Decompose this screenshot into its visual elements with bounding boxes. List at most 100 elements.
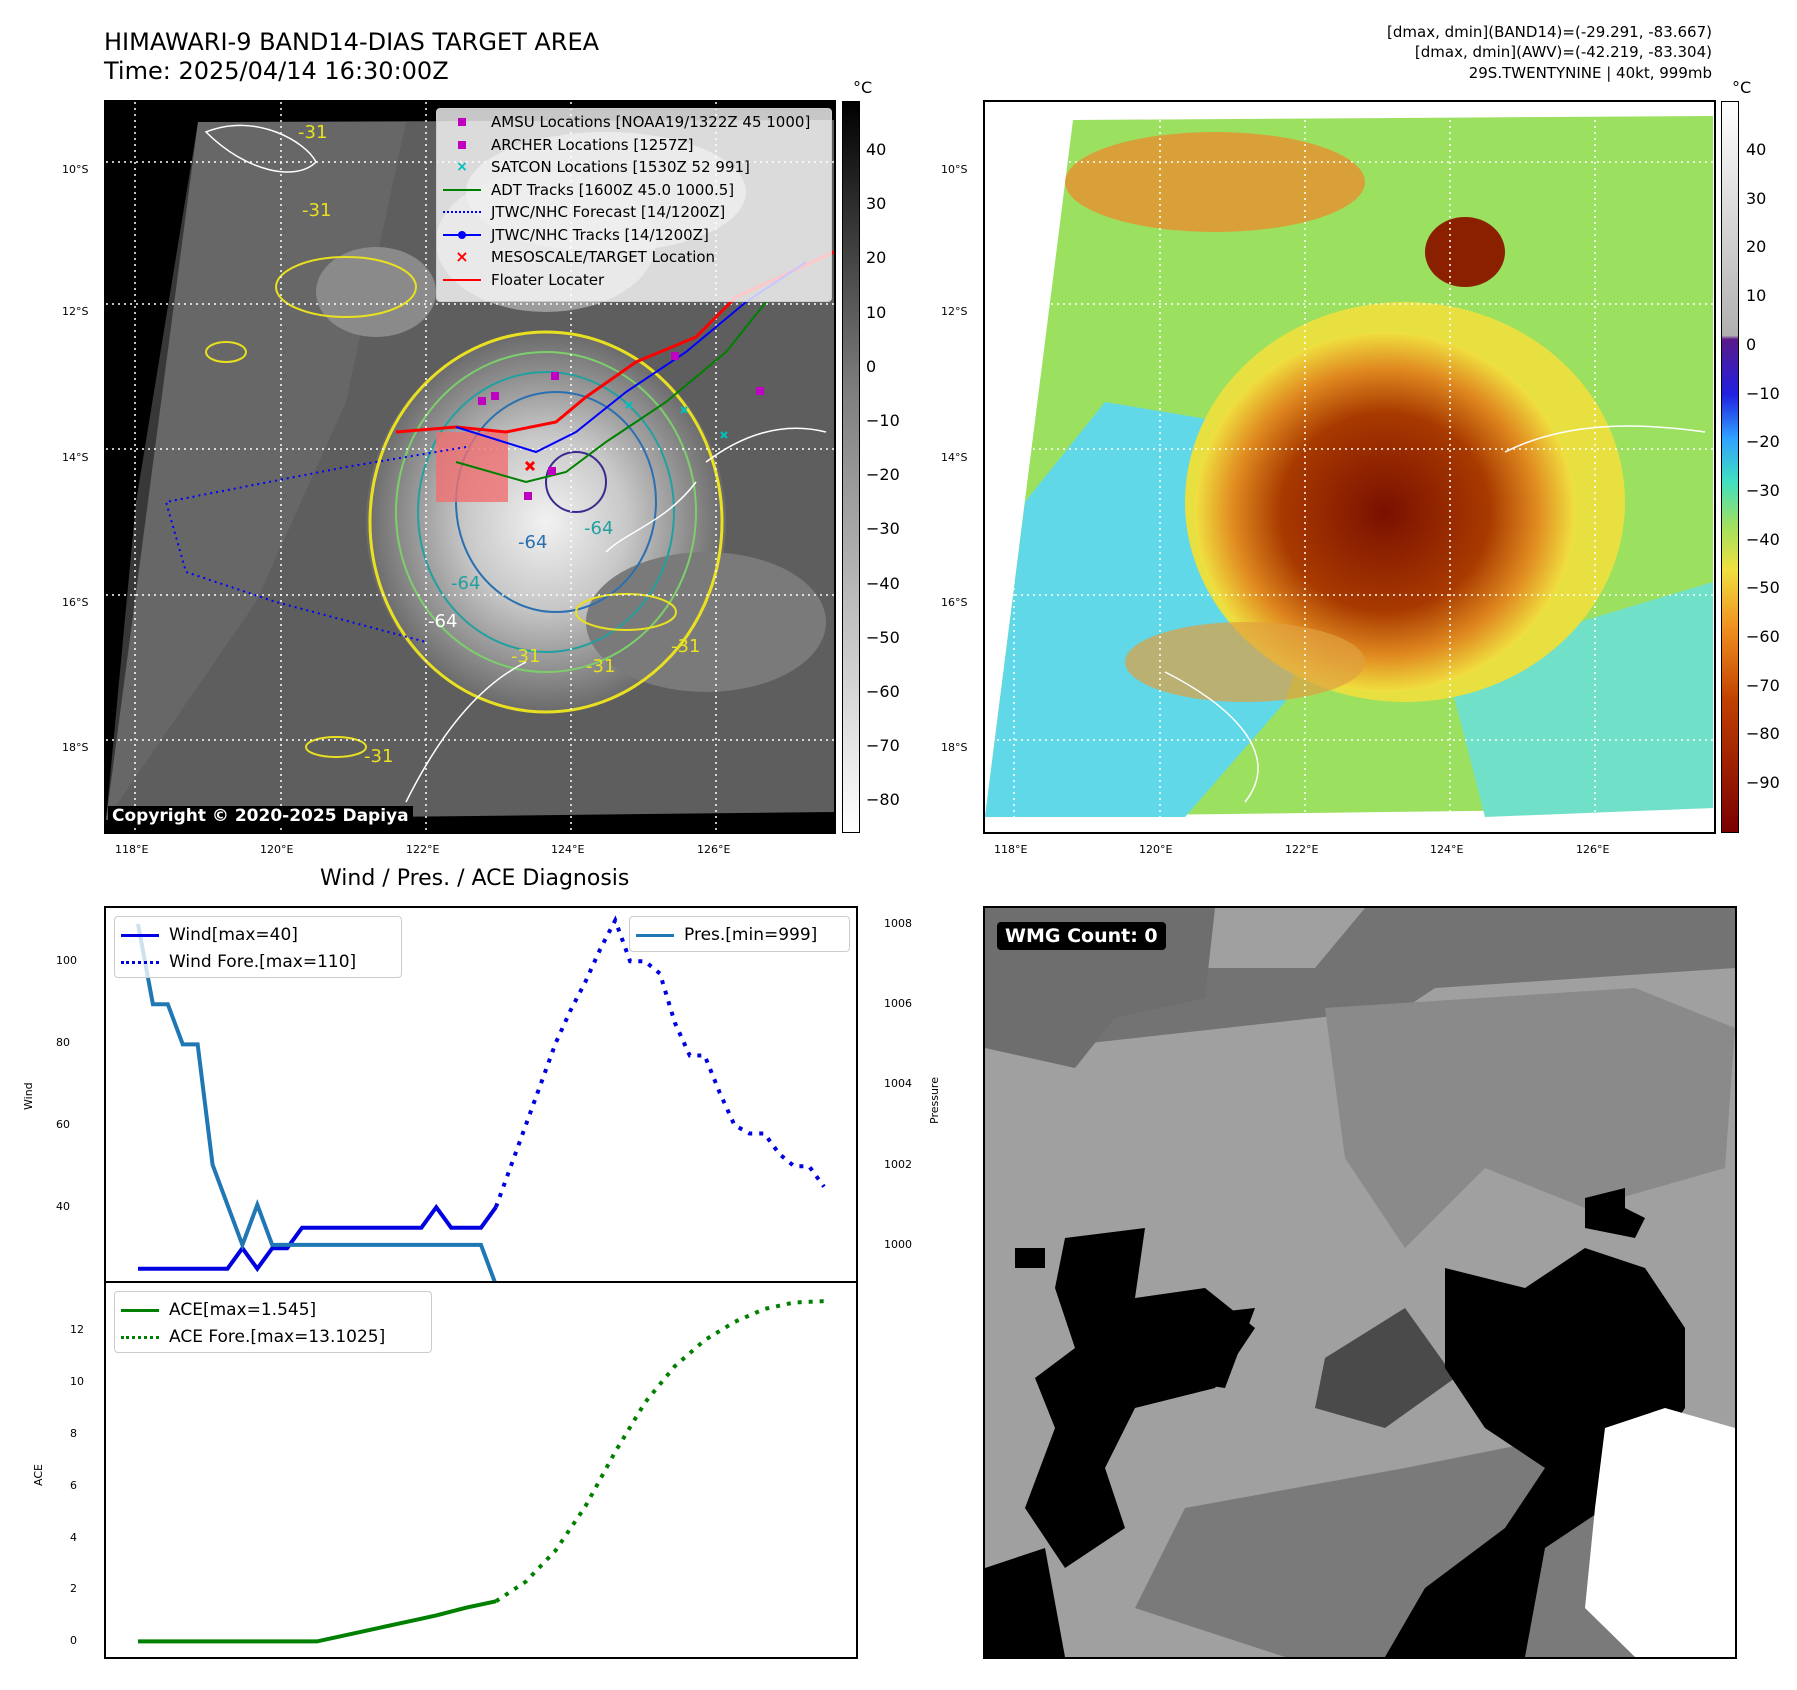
colorbar-tick: −60 xyxy=(866,682,900,701)
wind-legend-label: Wind[max=40] xyxy=(169,924,298,945)
wind-axis-label: Wind xyxy=(22,1082,35,1110)
wmg-count-badge: WMG Count: 0 xyxy=(997,922,1166,950)
pressure-tick: 1004 xyxy=(884,1077,912,1091)
colorbar-tick: 30 xyxy=(1746,188,1767,208)
wmg-panel: WMG Count: 0 xyxy=(983,906,1737,1659)
legend-item-tracks: JTWC/NHC Tracks [14/1200Z] xyxy=(437,224,831,247)
wind-tick: 60 xyxy=(56,1118,70,1132)
legend-item-satcon: × SATCON Locations [1530Z 52 991] xyxy=(456,158,750,177)
ace-legend-label: ACE[max=1.545] xyxy=(169,1299,317,1320)
colorbar-tick: 10 xyxy=(866,302,887,322)
colorbar-tick: −10 xyxy=(866,411,900,430)
map-legend: AMSU Locations [NOAA19/1322Z 45 1000] AR… xyxy=(436,108,832,302)
legend-item-adt: ADT Tracks [1600Z 45.0 1000.5] xyxy=(437,179,831,202)
colorbar-tick: −40 xyxy=(1746,529,1780,549)
pressure-line xyxy=(136,923,497,1281)
colorbar-tick: 20 xyxy=(866,248,887,268)
awv-map xyxy=(985,102,1714,832)
contour-label: -64 xyxy=(451,573,480,594)
lat-label: 12°S xyxy=(62,305,89,318)
pressure-tick: 1008 xyxy=(884,917,912,931)
info-band14: [dmax, dmin](BAND14)=(-29.291, -83.667) xyxy=(1387,23,1712,41)
copyright-label: Copyright © 2020-2025 Dapiya xyxy=(108,806,413,826)
wind-forecast-legend-label: Wind Fore.[max=110] xyxy=(169,951,357,972)
ace-tick: 0 xyxy=(70,1634,77,1648)
colorbar-tick: −70 xyxy=(1746,675,1780,695)
colorbar-tick: −50 xyxy=(1746,578,1780,598)
lon-label: 122°E xyxy=(406,843,440,856)
chart-time: Time: 2025/04/14 16:30:00Z xyxy=(104,57,449,85)
lon-label: 126°E xyxy=(697,843,731,856)
lon-label: 120°E xyxy=(1139,843,1173,856)
lat-label: 14°S xyxy=(941,451,968,464)
lat-label: 16°S xyxy=(62,596,89,609)
ace-tick: 4 xyxy=(70,1530,77,1544)
lon-label: 118°E xyxy=(115,843,149,856)
ace-forecast-line xyxy=(494,1299,825,1603)
colorbar-tick: 40 xyxy=(866,140,887,159)
wind-tick: 80 xyxy=(56,1036,70,1050)
lon-label: 122°E xyxy=(1285,843,1319,856)
lat-label: 10°S xyxy=(62,163,89,176)
diagnosis-title: Wind / Pres. / ACE Diagnosis xyxy=(320,866,630,891)
ace-tick: 12 xyxy=(70,1322,84,1336)
legend-item-forecast: JTWC/NHC Forecast [14/1200Z] xyxy=(437,201,831,224)
ace-chart xyxy=(138,1299,825,1644)
colorbar-tick: −80 xyxy=(1746,724,1780,744)
contour-label: -31 xyxy=(364,746,393,767)
colorbar-tick: −70 xyxy=(866,736,900,756)
contour-label: -31 xyxy=(511,646,540,667)
colorbar-tick: −50 xyxy=(866,627,900,647)
colorbar-tick: −20 xyxy=(1746,432,1780,452)
wind-tick: 100 xyxy=(56,954,77,968)
wind-legend: Wind[max=40] Wind Fore.[max=110] xyxy=(114,916,402,978)
ir-map-panel: -31 -31 -64 -64 -64 -64 -31 -31 -31 -31 … xyxy=(104,100,836,834)
pressure-legend: Pres.[min=999] xyxy=(629,916,850,952)
colorbar-tick: −20 xyxy=(866,465,900,485)
ace-axis-label: ACE xyxy=(32,1464,45,1486)
legend-item-floater: Floater Locater xyxy=(437,269,831,292)
wind-pressure-panel: Wind[max=40] Wind Fore.[max=110] Pres.[m… xyxy=(104,906,858,1283)
colorbar-tick: −10 xyxy=(1746,383,1780,403)
info-awv: [dmax, dmin](AWV)=(-42.219, -83.304) xyxy=(1414,43,1712,61)
lat-label: 12°S xyxy=(941,305,968,318)
lon-label: 124°E xyxy=(551,843,585,856)
ace-panel: ACE[max=1.545] ACE Fore.[max=13.1025] xyxy=(104,1281,858,1659)
legend-item-archer: ARCHER Locations [1257Z] xyxy=(437,134,831,157)
colorbar-tick: −80 xyxy=(866,790,900,810)
pressure-tick: 1002 xyxy=(884,1157,912,1171)
lat-label: 10°S xyxy=(941,163,968,176)
wind-line xyxy=(138,1203,498,1273)
colorbar-tick: −60 xyxy=(1746,627,1780,646)
contour-label: -31 xyxy=(671,636,700,657)
pressure-axis-label: Pressure xyxy=(928,1077,941,1124)
wind-tick: 40 xyxy=(56,1200,70,1214)
lon-label: 124°E xyxy=(1430,843,1464,856)
legend-item-amsu: AMSU Locations [NOAA19/1322Z 45 1000] xyxy=(437,111,831,134)
wind-forecast-line xyxy=(494,915,826,1208)
lat-label: 14°S xyxy=(62,451,89,464)
legend-item-target: × MESOSCALE/TARGET Location xyxy=(455,247,716,267)
lat-label: 18°S xyxy=(941,741,968,754)
ace-tick: 6 xyxy=(70,1478,77,1492)
wind-chart xyxy=(136,915,826,1281)
lat-label: 16°S xyxy=(941,596,968,609)
colorbar-tick: −30 xyxy=(1746,480,1780,500)
colorbar-tick: 0 xyxy=(1746,334,1757,354)
wmg-image xyxy=(985,908,1735,1657)
ace-tick: 2 xyxy=(70,1582,77,1596)
contour-label: -64 xyxy=(584,518,613,539)
colorbar-tick: 40 xyxy=(1746,140,1767,159)
colorbar-unit: °C xyxy=(1732,78,1752,97)
colorbar-tick: −90 xyxy=(1746,773,1780,793)
contour-label: -31 xyxy=(302,200,331,221)
info-storm: 29S.TWENTYNINE | 40kt, 999mb xyxy=(1468,64,1712,82)
colorbar-unit: °C xyxy=(853,78,873,97)
lon-label: 118°E xyxy=(994,843,1028,856)
colorbar-tick: −40 xyxy=(866,573,900,593)
chart-title: HIMAWARI-9 BAND14-DIAS TARGET AREA xyxy=(104,28,600,56)
colorbar-tick: 30 xyxy=(866,194,887,214)
pressure-tick: 1006 xyxy=(884,997,912,1011)
contour-label: -31 xyxy=(298,122,327,143)
ace-tick: 10 xyxy=(70,1374,84,1388)
